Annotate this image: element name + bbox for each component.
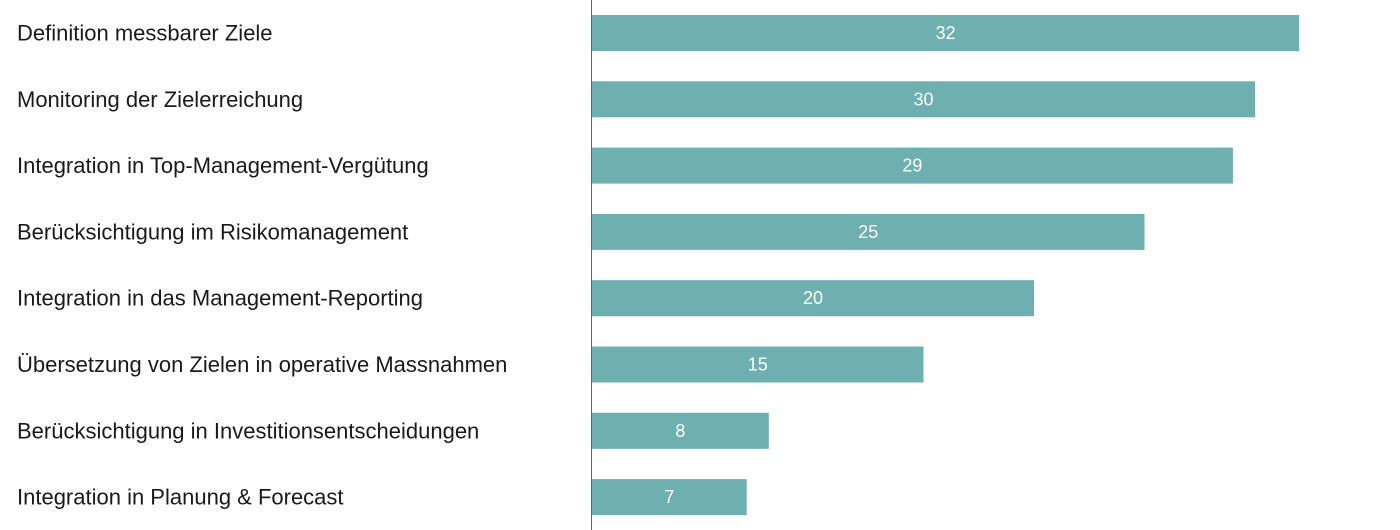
bar-value-label: 25 <box>858 222 878 242</box>
bar-value-label: 15 <box>748 355 768 375</box>
bar-value-label: 29 <box>902 156 922 176</box>
category-label: Berücksichtigung im Risikomanagement <box>17 219 408 244</box>
bar <box>592 479 747 516</box>
bar <box>592 15 1300 51</box>
bars-group: 32 30 29 25 20 15 8 7 <box>592 15 1300 516</box>
category-label: Übersetzung von Zielen in operative Mass… <box>17 352 507 377</box>
bar <box>592 280 1034 317</box>
category-label: Integration in Planung & Forecast <box>17 485 344 510</box>
bar <box>592 213 1145 250</box>
bar-value-label: 32 <box>936 23 956 43</box>
category-label: Monitoring der Zielerreichung <box>17 87 303 112</box>
bar <box>592 412 769 449</box>
bar-value-label: 30 <box>913 89 933 109</box>
category-label: Berücksichtigung in Investitionsentschei… <box>17 418 479 443</box>
bar-value-label: 20 <box>803 288 823 308</box>
category-label: Definition messbarer Ziele <box>17 21 273 46</box>
bar-value-label: 8 <box>675 421 685 441</box>
bar <box>592 81 1255 118</box>
bar <box>592 346 924 383</box>
category-label: Integration in Top-Management-Vergütung <box>17 153 429 178</box>
category-label: Integration in das Management-Reporting <box>17 286 423 311</box>
bar-value-label: 7 <box>664 487 674 507</box>
bar <box>592 147 1233 184</box>
category-labels-group: Definition messbarer Ziele Monitoring der… <box>17 21 507 510</box>
